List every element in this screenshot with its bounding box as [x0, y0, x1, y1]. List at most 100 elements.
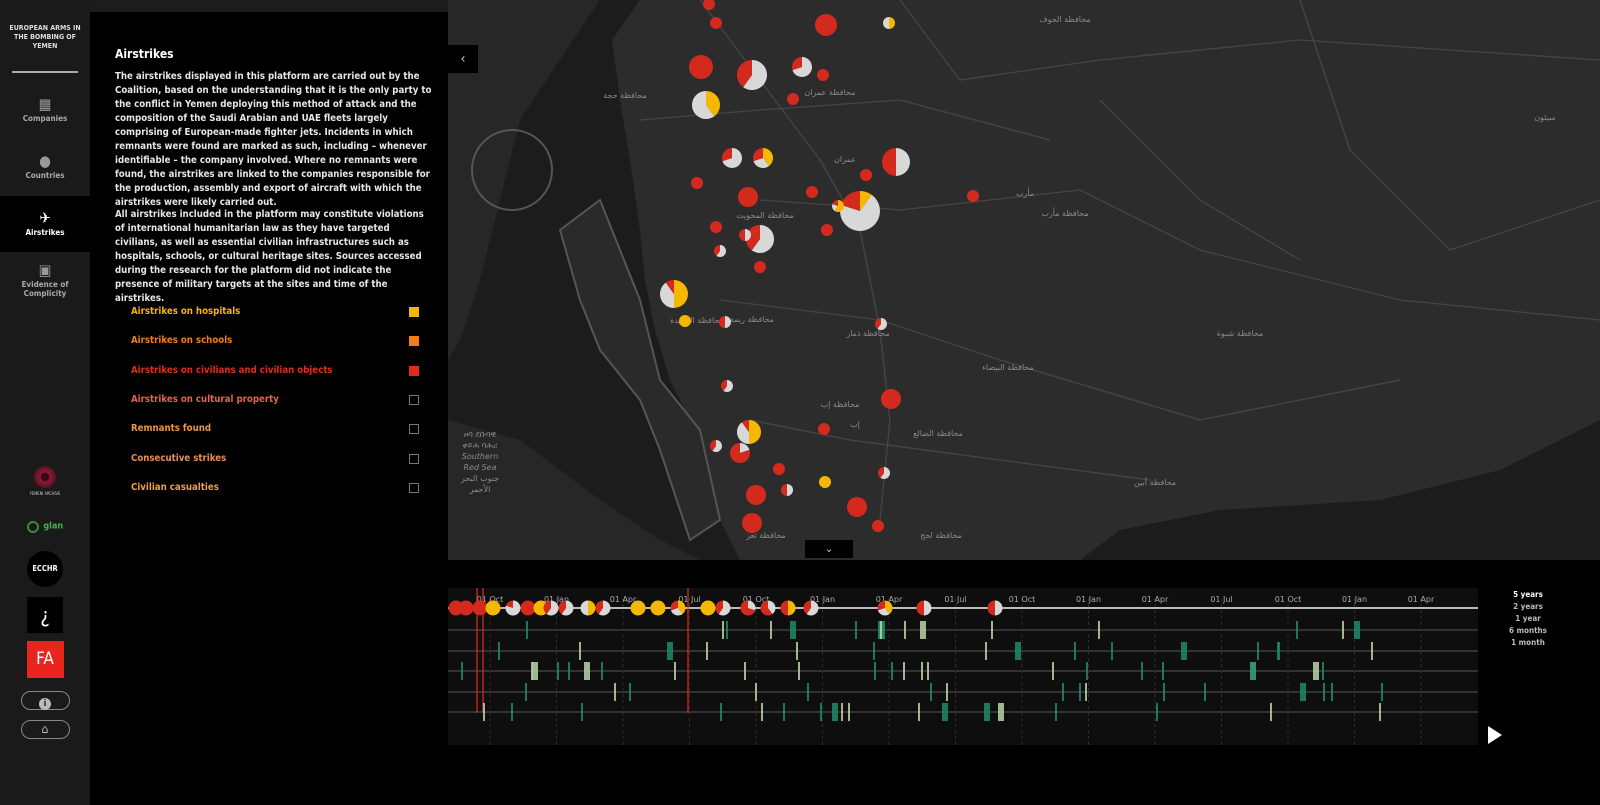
- airstrike-marker[interactable]: [818, 423, 830, 435]
- airstrike-marker[interactable]: [817, 69, 829, 81]
- timeline-event-marker[interactable]: [987, 600, 1003, 616]
- airstrike-marker[interactable]: [806, 186, 818, 198]
- range-option[interactable]: 5 years: [1513, 590, 1543, 599]
- legend-item[interactable]: Airstrikes on hospitals: [131, 306, 419, 320]
- airstrike-marker[interactable]: [773, 463, 785, 475]
- legend-item[interactable]: Airstrikes on cultural property: [131, 394, 419, 408]
- airstrike-marker[interactable]: [691, 177, 703, 189]
- glan-logo[interactable]: glan: [0, 516, 90, 535]
- airstrike-marker[interactable]: [722, 148, 742, 168]
- timeline-event-marker[interactable]: [580, 600, 596, 616]
- airstrike-marker[interactable]: [703, 0, 715, 10]
- legend-checkbox[interactable]: [409, 424, 419, 435]
- range-option[interactable]: 1 month: [1511, 638, 1545, 647]
- airstrike-marker[interactable]: [738, 187, 758, 207]
- legend-item[interactable]: Airstrikes on schools: [131, 335, 419, 349]
- airstrike-marker[interactable]: [878, 467, 890, 479]
- airstrike-marker[interactable]: [883, 17, 895, 29]
- timeline-event-marker[interactable]: [595, 600, 611, 616]
- timeline-event-marker[interactable]: [670, 600, 686, 616]
- airstrike-marker[interactable]: [847, 497, 867, 517]
- legend-item[interactable]: Consecutive strikes: [131, 453, 419, 467]
- timeline-chart[interactable]: 01 Oct 01 Jan 01 Apr 01 Jul 01 Oct 01 Jan 01 A…: [448, 588, 1478, 745]
- timeline-event-marker[interactable]: [803, 600, 819, 616]
- toggle-timeline-button[interactable]: ⌄: [805, 540, 853, 558]
- hook-logo[interactable]: ¿: [0, 597, 90, 633]
- legend-item[interactable]: Airstrikes on civilians and civilian obj…: [131, 365, 419, 379]
- info-button[interactable]: i: [0, 691, 90, 710]
- airstrike-marker[interactable]: [737, 60, 767, 90]
- legend-checkbox[interactable]: [409, 336, 419, 347]
- ecchr-logo[interactable]: ECCHR: [0, 551, 90, 587]
- airstrike-marker[interactable]: [882, 148, 910, 176]
- airstrike-marker[interactable]: [689, 55, 713, 79]
- timeline-event-marker[interactable]: [700, 600, 716, 616]
- legend-checkbox[interactable]: [409, 394, 419, 405]
- timeline-event-marker[interactable]: [505, 600, 521, 616]
- airstrike-marker[interactable]: [967, 190, 979, 202]
- airstrike-marker[interactable]: [710, 17, 722, 29]
- airstrike-marker[interactable]: [742, 513, 762, 533]
- range-option[interactable]: 6 months: [1509, 626, 1547, 635]
- airstrike-marker[interactable]: [840, 191, 880, 232]
- range-option[interactable]: 2 years: [1513, 602, 1543, 611]
- forensic-architecture-logo[interactable]: FA: [0, 641, 90, 678]
- airstrike-marker[interactable]: [730, 443, 750, 464]
- timeline-event-marker[interactable]: [650, 600, 666, 616]
- site-title[interactable]: EUROPEAN ARMS IN THE BOMBING OF YEMEN: [9, 24, 81, 50]
- home-button[interactable]: ⌂: [0, 720, 90, 739]
- nav-evidence[interactable]: ▣ Evidence of Complicity: [0, 252, 90, 302]
- timeline-event-marker[interactable]: [485, 600, 501, 616]
- nav-companies[interactable]: ▦ Companies: [0, 82, 90, 138]
- timeline-event-marker[interactable]: [715, 600, 731, 616]
- legend-checkbox[interactable]: [409, 365, 419, 376]
- airstrike-marker[interactable]: [660, 280, 688, 308]
- airstrike-marker[interactable]: [692, 91, 721, 120]
- airstrike-marker[interactable]: [714, 245, 727, 258]
- airstrike-marker[interactable]: [739, 229, 751, 241]
- airstrike-marker[interactable]: [787, 93, 799, 105]
- legend-item[interactable]: Remnants found: [131, 423, 419, 437]
- timeline-event-marker[interactable]: [472, 600, 488, 616]
- nav-countries[interactable]: ● Countries: [0, 139, 90, 195]
- timeline-event-marker[interactable]: [558, 600, 574, 616]
- airstrike-marker[interactable]: [746, 225, 775, 254]
- airstrike-marker[interactable]: [875, 318, 887, 330]
- airstrike-marker[interactable]: [821, 224, 833, 236]
- play-button[interactable]: [1488, 726, 1502, 744]
- airstrike-marker[interactable]: [832, 200, 844, 213]
- airstrike-marker[interactable]: [881, 389, 901, 409]
- nav-airstrikes[interactable]: ✈ Airstrikes: [0, 196, 90, 252]
- timeline-event-marker[interactable]: [520, 600, 536, 616]
- range-option[interactable]: 1 year: [1515, 614, 1541, 623]
- airstrike-marker[interactable]: [819, 476, 831, 488]
- legend-checkbox[interactable]: [409, 453, 419, 464]
- timeline-event-marker[interactable]: [740, 600, 756, 616]
- airstrike-marker[interactable]: [791, 57, 812, 77]
- timeline-event-marker[interactable]: [780, 600, 796, 616]
- airstrike-marker[interactable]: [710, 440, 723, 453]
- airstrike-marker[interactable]: [746, 485, 766, 505]
- airstrike-marker[interactable]: [815, 14, 837, 36]
- yemeni-archive-logo[interactable]: YEMENI ARCHIVE: [0, 466, 90, 496]
- airstrike-marker[interactable]: [679, 315, 691, 327]
- timeline-event-marker[interactable]: [877, 600, 893, 616]
- legend-item[interactable]: Civilian casualties: [131, 482, 419, 496]
- airstrike-marker[interactable]: [860, 169, 872, 181]
- timeline-event-marker[interactable]: [543, 600, 559, 616]
- airstrike-marker[interactable]: [719, 316, 731, 328]
- airstrike-marker[interactable]: [710, 221, 722, 233]
- timeline-event-marker[interactable]: [916, 600, 932, 616]
- timeline-event-marker[interactable]: [630, 600, 646, 616]
- airstrike-marker[interactable]: [721, 380, 733, 392]
- collapse-panel-button[interactable]: ‹: [448, 45, 478, 73]
- airstrike-marker[interactable]: [872, 520, 884, 532]
- legend-checkbox[interactable]: [409, 482, 419, 493]
- legend-checkbox[interactable]: [409, 307, 419, 317]
- timeline-event-marker[interactable]: [458, 600, 474, 616]
- airstrike-marker[interactable]: [754, 261, 766, 273]
- airstrike-marker[interactable]: [781, 484, 793, 496]
- airstrike-marker[interactable]: [737, 420, 761, 444]
- timeline-event-marker[interactable]: [760, 600, 776, 616]
- airstrike-marker[interactable]: [753, 148, 774, 168]
